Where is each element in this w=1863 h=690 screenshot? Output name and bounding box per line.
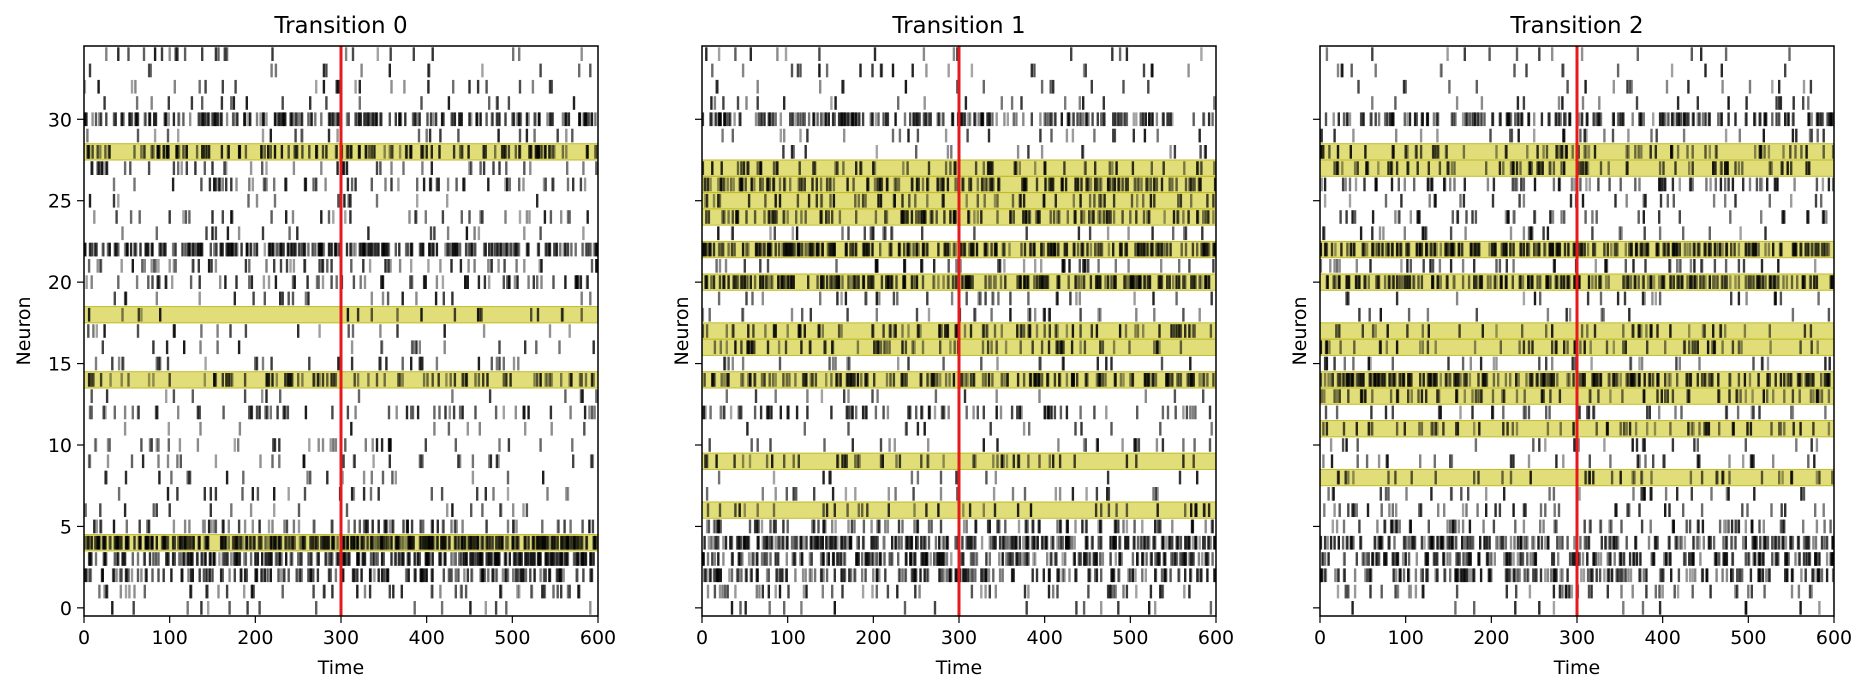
x-axis-title: Time xyxy=(935,657,983,679)
x-tick-label: 500 xyxy=(494,627,530,649)
panel-title: Transition 0 xyxy=(273,13,407,39)
y-tick-label: 30 xyxy=(48,109,72,131)
x-tick-label: 600 xyxy=(580,627,616,649)
y-tick-label: 10 xyxy=(48,435,72,457)
x-tick-label: 300 xyxy=(941,627,977,649)
y-tick-label: 0 xyxy=(60,598,72,620)
y-axis-title: Neuron xyxy=(671,296,693,365)
x-tick-label: 300 xyxy=(323,627,359,649)
x-tick-label: 500 xyxy=(1112,627,1148,649)
x-tick-label: 200 xyxy=(855,627,891,649)
y-tick-label: 5 xyxy=(60,516,72,538)
x-tick-label: 400 xyxy=(409,627,445,649)
y-tick-label: 20 xyxy=(48,272,72,294)
x-axis-title: Time xyxy=(317,657,365,679)
x-tick-label: 0 xyxy=(696,627,708,649)
x-tick-label: 100 xyxy=(152,627,188,649)
panel-1: 0 100 200 300 400 500 600 Transition 1 Time Neuro… xyxy=(671,13,1234,679)
x-tick-label: 200 xyxy=(237,627,273,649)
x-tick-label: 400 xyxy=(1027,627,1063,649)
panel-title: Transition 1 xyxy=(891,13,1025,39)
plot-area xyxy=(702,46,1216,616)
y-axis-title: Neuron xyxy=(13,296,35,365)
y-tick-label: 25 xyxy=(48,191,72,213)
panel-0: 0 100 200 300 400 500 600 0 5 10 15 20 25 30 Transitio… xyxy=(13,13,616,679)
x-tick-label: 0 xyxy=(78,627,90,649)
x-tick-label: 100 xyxy=(770,627,806,649)
x-tick-label: 600 xyxy=(1198,627,1234,649)
plot-area xyxy=(1320,46,1834,616)
y-tick-label: 15 xyxy=(48,354,72,376)
plot-area xyxy=(84,46,598,616)
